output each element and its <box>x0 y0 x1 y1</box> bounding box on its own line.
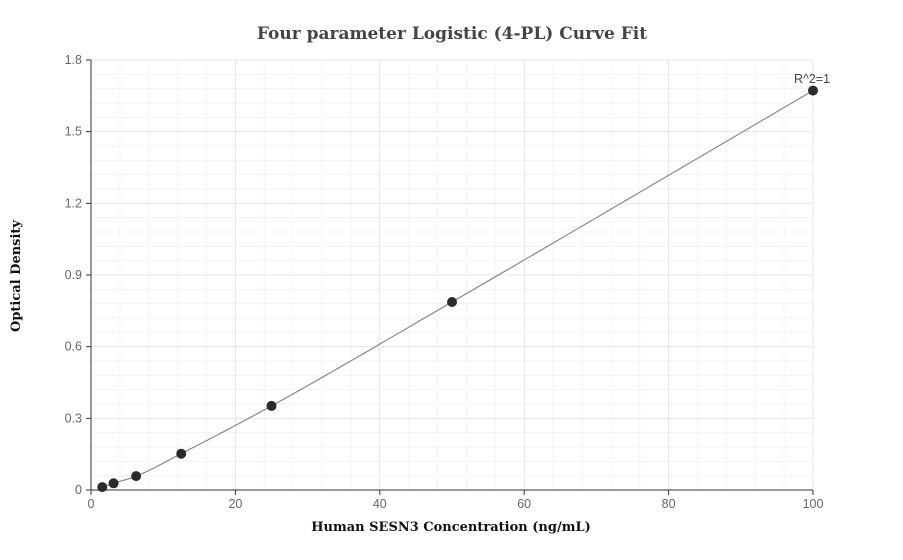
data-point <box>266 400 277 411</box>
y-tick-label: 0.9 <box>65 268 82 282</box>
data-points <box>97 85 818 493</box>
data-point <box>447 296 457 307</box>
y-axis-label: Optical Density <box>9 220 24 332</box>
y-tick-label: 0 <box>75 483 82 497</box>
chart-title: Four parameter Logistic (4-PL) Curve Fit <box>257 24 647 44</box>
grid <box>91 59 814 490</box>
y-tick-label: 1.8 <box>65 53 82 67</box>
x-tick-label: 20 <box>228 497 242 511</box>
y-tick-label: 0.6 <box>65 340 82 354</box>
x-tick-label: 40 <box>373 497 387 511</box>
data-point <box>108 478 119 489</box>
x-tick-label: 60 <box>517 497 531 511</box>
x-tick-label: 100 <box>803 497 824 511</box>
y-tick-label: 1.5 <box>65 125 82 139</box>
y-tick-label: 0.3 <box>65 411 82 425</box>
x-tick-label: 80 <box>662 497 676 511</box>
data-point <box>97 482 108 493</box>
x-tick-label: 0 <box>88 497 95 511</box>
r-squared-annotation: R^2=1 <box>794 72 830 86</box>
data-point <box>808 85 818 96</box>
y-tick-label: 1.2 <box>65 196 82 210</box>
axes <box>86 59 814 495</box>
data-point <box>131 471 142 482</box>
tick-labels: 0 20 40 60 80 100 0 0.3 0.6 0.9 1.2 1.5 1.8 <box>65 53 824 511</box>
data-point <box>176 448 187 459</box>
x-axis-label: Human SESN3 Concentration (ng/mL) <box>311 520 591 535</box>
